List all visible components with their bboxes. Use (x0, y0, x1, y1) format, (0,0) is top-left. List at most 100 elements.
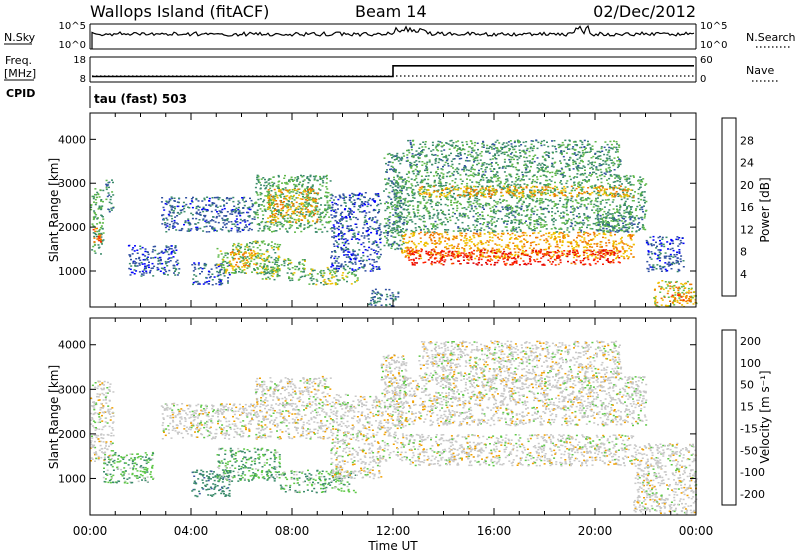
power-cells-cell (624, 251, 626, 253)
power-cells-cell (377, 257, 380, 260)
power-cells-cell (537, 220, 539, 223)
power-cells-cell (250, 253, 253, 255)
power-cells-cell (412, 196, 415, 199)
power-cells-cell (554, 174, 557, 176)
power-cells-cell (564, 190, 567, 192)
power-cells-cell (320, 219, 323, 222)
power-cells-cell (235, 248, 238, 250)
power-cells-cell (595, 222, 598, 224)
power-cells-cell (243, 269, 246, 271)
power-cells-cell (395, 158, 398, 160)
power-cells-cell (479, 206, 482, 208)
power-cells-cell (304, 205, 307, 207)
power-cells-cell (202, 230, 205, 232)
power-cells-cell (622, 193, 625, 195)
power-cells-cell (286, 210, 289, 212)
power-cells-cell (425, 193, 428, 195)
power-cells-cell (414, 223, 417, 225)
power-cells-cell (301, 263, 304, 265)
power-cells-cell (217, 265, 220, 268)
power-cells-cell (232, 245, 234, 247)
power-cells-cell (128, 267, 131, 270)
power-cells-cell (231, 223, 234, 225)
power-cells-cell (212, 219, 215, 222)
power-cells-cell (602, 193, 605, 196)
power-cells-cell (479, 179, 482, 182)
power-cells-cell (322, 283, 325, 286)
power-cells-cell (203, 197, 206, 200)
power-cells-cell (558, 231, 561, 234)
power-cells-cell (611, 213, 614, 215)
power-cells-cell (625, 243, 628, 245)
power-cells-cell (536, 227, 538, 229)
power-cells-cell (313, 199, 316, 201)
power-cells-cell (100, 236, 103, 238)
power-cells-cell (624, 224, 627, 226)
power-cells-cell (358, 193, 361, 196)
power-cells-cell (541, 219, 544, 221)
power-cells-cell (267, 260, 270, 262)
power-cells-cell (152, 249, 155, 251)
power-cells-cell (144, 258, 147, 261)
power-cells-cell (623, 250, 626, 252)
power-cells-cell (334, 262, 337, 264)
power-cells-cell (207, 221, 210, 223)
power-cells-cell (599, 214, 602, 217)
power-cells-cell (570, 221, 573, 224)
power-cells-cell (399, 158, 402, 160)
power-cells-cell (332, 199, 335, 201)
power-cells-cell (401, 252, 404, 254)
power-cells-cell (174, 270, 176, 272)
power-cells-cell (562, 203, 565, 206)
power-cells-cell (463, 191, 466, 193)
power-cells-cell (436, 204, 439, 207)
power-cells-cell (230, 211, 233, 213)
power-cells-cell (467, 194, 470, 196)
power-cells-cell (605, 188, 608, 191)
power-cells-cell (631, 216, 634, 218)
power-cells-cell (557, 236, 560, 238)
power-cells-cell (174, 274, 177, 276)
power-cells-cell (243, 255, 246, 258)
power-cells-cell (333, 237, 335, 239)
power-cells-cell (547, 204, 550, 207)
power-cells-cell (168, 200, 171, 203)
power-cells-cell (289, 224, 292, 226)
power-cells-cell (244, 221, 247, 223)
power-cells-cell (188, 224, 191, 226)
power-cells-cell (208, 197, 211, 200)
power-cells-cell (456, 205, 459, 207)
power-cells-cell (576, 206, 579, 208)
power-cells-cell (90, 206, 93, 208)
power-cells-cell (160, 267, 163, 269)
power-cells-cell (329, 194, 332, 196)
power-cells-cell (99, 189, 102, 191)
power-cells-cell (558, 200, 561, 202)
power-cells-cell (522, 190, 525, 193)
power-cells-cell (521, 223, 524, 225)
power-cells-cell (558, 215, 561, 217)
power-cells-cell (235, 268, 238, 270)
power-cells-cell (572, 217, 575, 220)
power-cells-cell (168, 214, 171, 217)
power-cells-cell (369, 217, 371, 219)
power-cells-cell (458, 252, 461, 255)
power-cells-cell (112, 207, 115, 209)
power-cells-cell (339, 195, 342, 198)
power-cells-cell (560, 228, 563, 230)
power-cells-cell (230, 227, 233, 230)
power-cells-cell (176, 205, 179, 208)
power-cells-cell (438, 177, 441, 179)
power-cells-cell (606, 224, 609, 227)
power-cells-cell (456, 207, 459, 209)
power-cells-cell (176, 259, 179, 262)
power-cells-cell (245, 262, 248, 264)
power-cells-cell (208, 200, 211, 202)
power-cells-cell (408, 204, 411, 206)
power-cells-cell (600, 250, 603, 253)
power-cells-cell (321, 185, 324, 187)
power-cells-cell (522, 195, 525, 197)
power-cells-cell (169, 212, 172, 214)
power-cells-cell (224, 252, 227, 254)
power-cells-cell (329, 199, 332, 202)
